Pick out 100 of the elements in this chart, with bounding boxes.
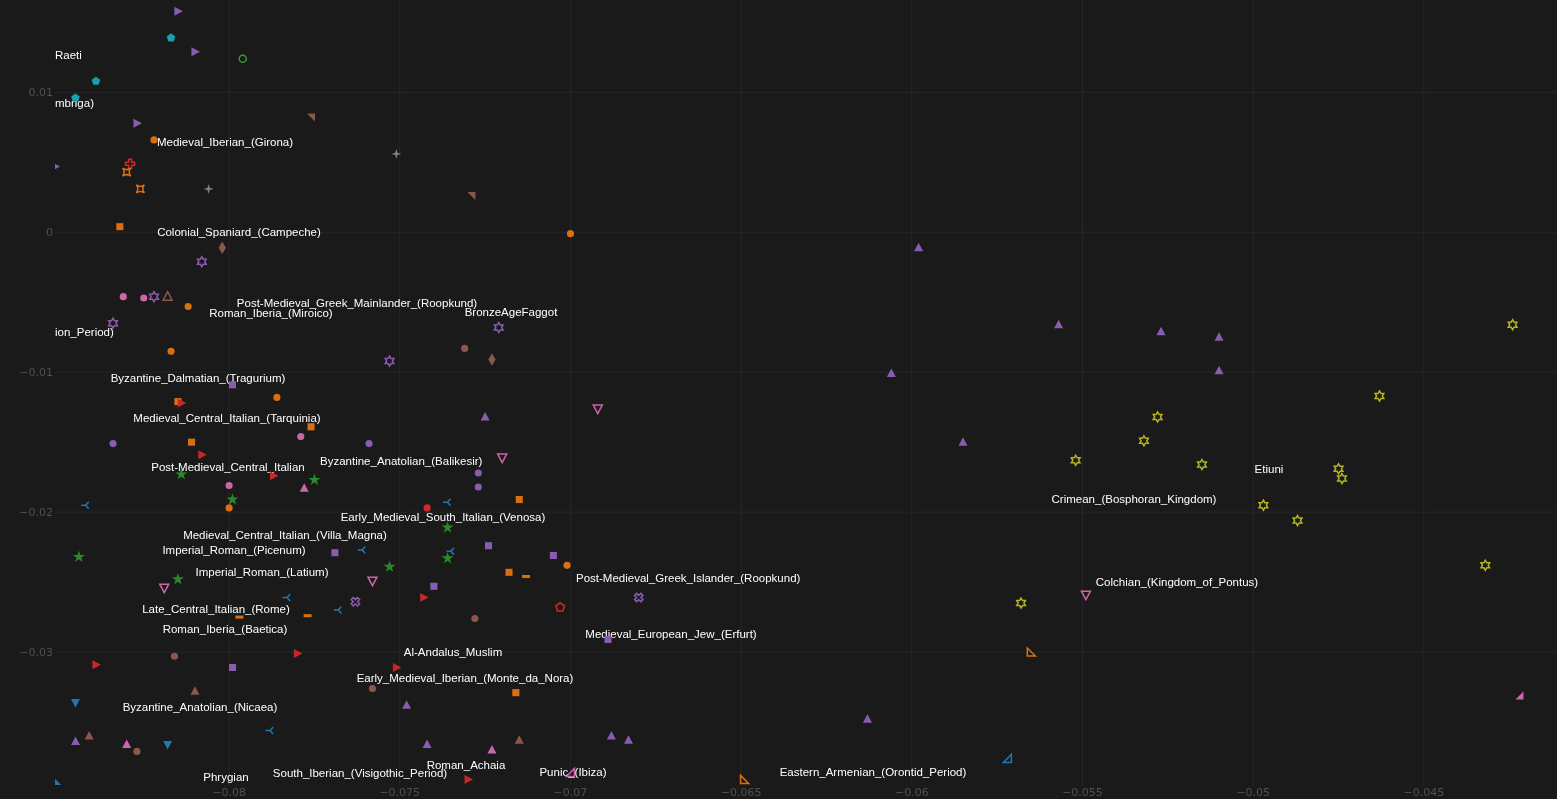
point [1480,559,1491,572]
annotation: Imperial_Roman_(Picenum) [162,544,306,557]
point [350,596,361,607]
point [150,136,158,144]
point [1070,454,1081,467]
annotation: Roman_Iberia_(Baetica) [162,623,288,636]
point [121,167,132,177]
point [333,605,343,615]
point [91,76,101,85]
annotation: Medieval_Central_Italian_(Tarquinia) [133,412,321,425]
point [555,602,566,612]
point [1026,647,1037,657]
point [420,593,429,602]
point [190,686,200,695]
point [135,184,146,194]
point [174,6,183,16]
point [563,561,571,569]
point [228,663,237,671]
point [474,469,482,477]
point [633,592,644,603]
point [70,698,80,708]
annotation: Al-Andalus_Muslim [403,646,503,659]
point [505,568,513,576]
point [368,684,377,693]
point [166,33,176,42]
point [119,293,127,301]
point [514,735,524,744]
point [158,583,170,594]
point [225,504,233,512]
point [487,745,497,754]
annotation: Byzantine_Anatolian_(Balikesir) [320,455,483,468]
point [225,481,233,490]
annotation: ion_Period) [55,326,114,339]
point [1214,332,1224,341]
point [356,545,366,555]
point [191,47,200,57]
point [72,550,85,563]
point [623,735,633,744]
point [1214,365,1224,375]
point [122,739,132,748]
point [474,483,482,491]
annotation: Crimean_(Bosphoran_Kingdom) [1051,493,1217,506]
point [1015,597,1027,609]
annotation: Late_Central_Italian_(Rome) [142,603,290,616]
point [70,736,80,746]
point [203,183,214,194]
annotation: Medieval_Central_Italian_(Villa_Magna) [183,529,388,542]
annotation: Colchian_(Kingdom_of_Pontus) [1095,576,1259,589]
point [566,230,575,238]
point [133,118,142,128]
point [80,500,90,510]
point [297,433,305,441]
point [226,493,239,505]
annotation: Post-Medieval_Greek_Mainlander_(Roopkund) [236,297,478,310]
point [140,294,148,302]
point [402,700,412,709]
point [392,662,402,672]
point [92,660,101,670]
point [1138,435,1150,447]
point [422,739,432,748]
point [958,437,968,446]
point [423,504,431,512]
annotation: Raeti [55,49,82,62]
point [592,404,604,415]
point [196,255,207,268]
point [308,473,321,486]
annotation: Medieval_Iberian_(Girona) [156,136,294,149]
point [162,290,173,301]
point [1002,753,1013,764]
point [471,614,479,623]
point [167,347,175,355]
annotation: Post-Medieval_Greek_Islander_(Roopkund) [576,572,801,585]
point [1507,318,1518,331]
point [1054,319,1064,329]
annotation: Roman_Iberia_(Miroico) [209,307,333,320]
point [1374,390,1385,402]
point [493,321,504,334]
point [496,453,508,464]
point [384,355,395,367]
point [116,223,124,231]
point [739,774,750,785]
point [109,440,117,448]
point [148,290,160,303]
point [273,393,281,401]
point [512,689,520,697]
point [886,368,896,378]
point [331,549,339,557]
annotation: Etiuni [1254,463,1284,476]
annotation: Post-Medieval_Central_Italian [151,461,305,474]
point [84,731,94,740]
point [124,158,136,169]
point [133,747,141,755]
annotation: Early_Medieval_Iberian_(Monte_da_Nora) [356,672,574,685]
point [198,450,207,460]
point [1333,463,1344,475]
point [1292,514,1303,527]
point [188,438,196,446]
annotation: Byzantine_Anatolian_(Nicaea) [122,701,278,714]
point [184,302,192,310]
point [1258,499,1269,511]
